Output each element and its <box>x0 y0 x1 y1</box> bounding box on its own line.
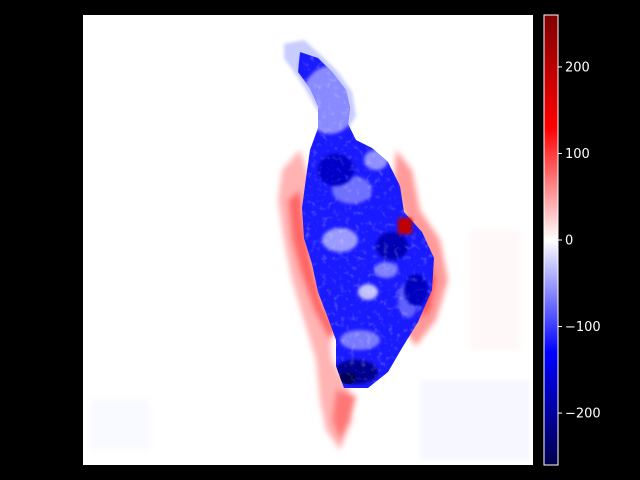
image-panel <box>83 15 533 465</box>
colorbar-tick-label: −100 <box>565 320 601 335</box>
red-spot <box>398 218 412 234</box>
colorbar-gradient <box>544 15 558 465</box>
colorbar-tick-label: −200 <box>565 407 601 422</box>
colorbar-tick-label: 200 <box>565 60 590 75</box>
background-speckle <box>90 230 530 460</box>
colorbar-ticks: 200 100 0 −100 −200 <box>558 60 601 422</box>
colorbar: 200 100 0 −100 −200 <box>543 14 601 466</box>
colorbar-tick-label: 0 <box>565 234 573 249</box>
colorbar-tick-label: 100 <box>565 147 590 162</box>
